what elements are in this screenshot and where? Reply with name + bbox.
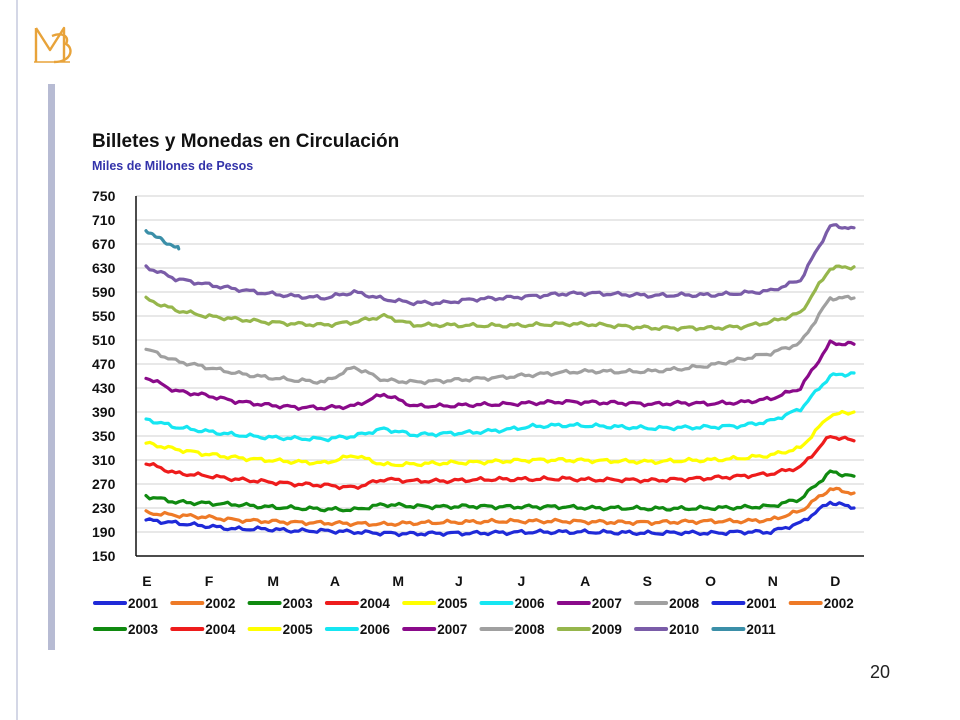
y-tick-label: 710 — [92, 212, 116, 228]
legend-label: 2001 — [746, 596, 777, 611]
legend-label: 2004 — [205, 622, 236, 637]
legend-label: 2005 — [283, 622, 314, 637]
series-line-2010 — [144, 223, 856, 307]
y-tick-label: 190 — [92, 524, 116, 540]
axes — [135, 196, 864, 557]
x-tick-label: M — [392, 573, 404, 589]
y-tick-label: 350 — [92, 428, 116, 444]
legend-label: 2011 — [746, 622, 776, 637]
series-line-2008 — [144, 294, 856, 386]
legend-label: 2006 — [360, 622, 391, 637]
y-tick-label: 550 — [92, 308, 116, 324]
legend-label: 2010 — [669, 622, 699, 637]
x-tick-label: A — [330, 573, 340, 589]
legend-label: 2003 — [128, 622, 159, 637]
chart-subtitle: Miles de Millones de Pesos — [92, 159, 254, 173]
x-tick-label: O — [705, 573, 716, 589]
y-tick-label: 470 — [92, 356, 116, 372]
x-tick-label: F — [205, 573, 214, 589]
legend-label: 2007 — [437, 622, 467, 637]
y-tick-label: 750 — [92, 188, 116, 204]
x-tick-label: D — [830, 573, 840, 589]
bm-monogram-icon — [34, 26, 72, 64]
chart-title: Billetes y Monedas en Circulación — [92, 131, 400, 152]
series-line-2005 — [144, 409, 856, 468]
x-tick-label: S — [643, 573, 652, 589]
series-lines — [144, 223, 856, 538]
legend: 2001 2002 2003 2004 2005 2006 2007 2008 2001 2002… — [93, 596, 854, 637]
legend-label: 2002 — [205, 596, 235, 611]
left-rule-thick — [48, 84, 55, 650]
series-line-2003 — [144, 469, 856, 513]
legend-label: 2005 — [437, 596, 468, 611]
page-number: 20 — [870, 662, 891, 682]
legend-label: 2007 — [592, 596, 622, 611]
legend-label: 2003 — [283, 596, 314, 611]
series-line-2007 — [144, 339, 856, 411]
legend-label: 2008 — [669, 596, 700, 611]
left-rule-thin — [16, 0, 18, 720]
series-line-2004 — [144, 435, 856, 491]
series-line-2009 — [144, 264, 856, 332]
y-tick-label: 590 — [92, 284, 116, 300]
series-line-2002 — [144, 486, 856, 528]
y-tick-label: 510 — [92, 332, 116, 348]
x-tick-label: A — [580, 573, 590, 589]
series-line-2001 — [144, 500, 856, 538]
y-tick-label: 230 — [92, 500, 116, 516]
y-tick-label: 270 — [92, 476, 116, 492]
x-tick-label: M — [267, 573, 279, 589]
legend-label: 2009 — [592, 622, 622, 637]
y-tick-label: 630 — [92, 260, 116, 276]
y-tick-label: 390 — [92, 404, 116, 420]
x-tick-label: N — [768, 573, 778, 589]
y-tick-labels: 150 190 230 270 310 350 390 430 470 510 550 590 630 6… — [92, 188, 116, 564]
y-tick-label: 310 — [92, 452, 116, 468]
y-tick-label: 150 — [92, 548, 116, 564]
series-line-2011 — [144, 229, 181, 251]
series-line-2006 — [144, 371, 856, 443]
x-tick-label: E — [142, 573, 151, 589]
x-tick-label: J — [455, 573, 463, 589]
y-tick-label: 670 — [92, 236, 116, 252]
y-tick-label: 430 — [92, 380, 116, 396]
legend-label: 2004 — [360, 596, 391, 611]
legend-label: 2002 — [824, 596, 854, 611]
legend-label: 2006 — [515, 596, 546, 611]
legend-label: 2008 — [515, 622, 546, 637]
x-tick-label: J — [518, 573, 526, 589]
legend-label: 2001 — [128, 596, 159, 611]
